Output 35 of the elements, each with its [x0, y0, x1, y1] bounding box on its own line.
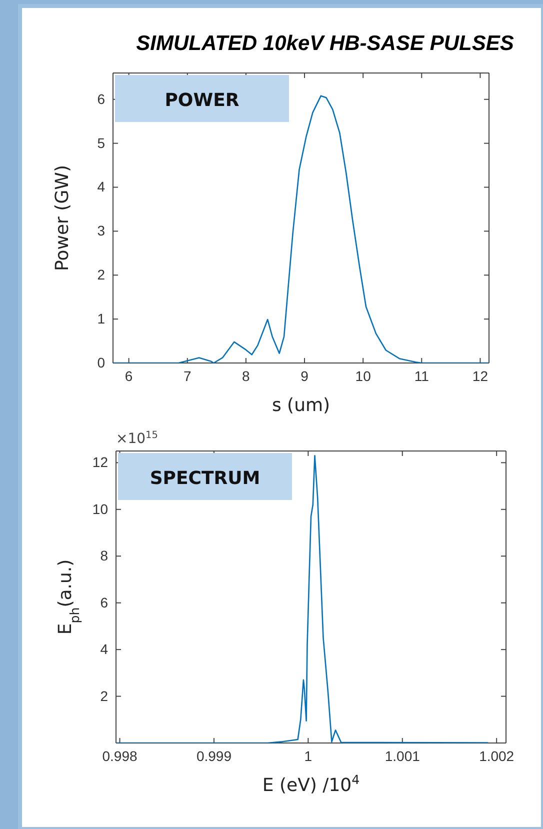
- x-axis-title: E (eV) /10$^{4}$: [262, 772, 360, 796]
- x-tick-label: 1: [304, 748, 312, 764]
- label-box: SPECTRUM: [118, 453, 292, 500]
- y-tick-label: 6: [97, 90, 106, 107]
- y-tick-label: 1: [97, 310, 106, 327]
- y-tick-label: 3: [97, 222, 106, 239]
- x-tick-label: 0.999: [196, 748, 232, 764]
- y-tick-label: 8: [100, 548, 108, 564]
- x-tick-label: 1.002: [479, 748, 514, 764]
- y-tick-label: 2: [100, 688, 108, 704]
- text: ×10$^{15}$: [116, 430, 158, 447]
- x-tick-label: 1.001: [384, 748, 420, 764]
- y-tick-label: 0: [97, 354, 106, 370]
- x-tick-label: 7: [183, 368, 192, 384]
- x-tick-label: 9: [300, 368, 309, 384]
- y-tick-label: 10: [92, 500, 108, 517]
- annotation: SPECTRUM: [150, 468, 260, 489]
- label-box: POWER: [115, 75, 289, 122]
- y-tick-label: 4: [97, 178, 106, 195]
- y-tick-label: 12: [92, 454, 108, 470]
- chart-title: SIMULATED 10keV HB-SASE PULSES: [136, 32, 514, 55]
- x-tick-label: 8: [242, 368, 250, 384]
- y-axis-title: Power (GW): [52, 165, 73, 271]
- y-tick-label: 5: [97, 134, 106, 151]
- x-axis-title: s (um): [272, 395, 330, 416]
- y-tick-label: 6: [100, 594, 108, 610]
- x-tick-label: 6: [124, 368, 133, 384]
- x-tick-label: 12: [472, 368, 488, 384]
- y-tick-label: 2: [97, 266, 106, 283]
- x-tick-label: 10: [355, 368, 372, 384]
- x-tick-label: 0.998: [102, 748, 138, 764]
- line-series: [116, 455, 489, 743]
- y-tick-label: 4: [100, 641, 108, 658]
- annotation: POWER: [164, 90, 240, 111]
- x-tick-label: 11: [414, 368, 430, 384]
